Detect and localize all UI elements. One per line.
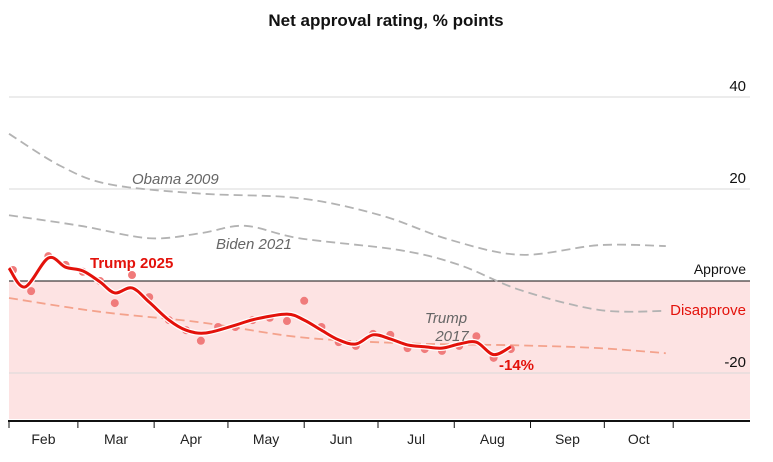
poll-dot (110, 299, 119, 308)
x-tick-label-jun: Jun (330, 431, 353, 447)
x-tick-label-sep: Sep (555, 431, 580, 447)
obama-2009-label: Obama 2009 (132, 171, 219, 188)
disapprove-label: Disapprove (670, 302, 746, 319)
y-tick-label: 20 (729, 170, 746, 187)
trump-2025-label: Trump 2025 (90, 255, 173, 272)
x-tick-label-may: May (253, 431, 279, 447)
obama-2009-line (8, 133, 666, 256)
y-tick-label: 40 (729, 78, 746, 95)
x-tick-label-apr: Apr (180, 431, 202, 447)
poll-dot (128, 271, 136, 280)
poll-dot (300, 296, 309, 305)
trump-2017-line (8, 297, 666, 355)
trump-2017-label-line2: 2017 (434, 328, 469, 345)
x-tick-label-feb: Feb (31, 431, 55, 447)
biden-2021-line (8, 214, 666, 313)
latest-value-label: -14% (499, 357, 534, 374)
x-tick-label-mar: Mar (104, 431, 128, 447)
x-tick-label-aug: Aug (480, 431, 505, 447)
chart-title: Net approval rating, % points (268, 11, 503, 30)
biden-2021-label: Biden 2021 (216, 236, 292, 253)
poll-dot (282, 317, 291, 326)
trump-2017-label-line1: Trump (425, 310, 467, 327)
x-tick-label-oct: Oct (628, 431, 650, 447)
poll-dot (196, 336, 205, 345)
y-tick-label: -20 (724, 354, 746, 371)
disapprove-band (9, 281, 750, 419)
approve-label: Approve (694, 261, 746, 277)
poll-dot (472, 332, 481, 341)
x-tick-label-jul: Jul (407, 431, 425, 447)
poll-dot (27, 287, 36, 296)
trump-2025-line (7, 255, 512, 357)
